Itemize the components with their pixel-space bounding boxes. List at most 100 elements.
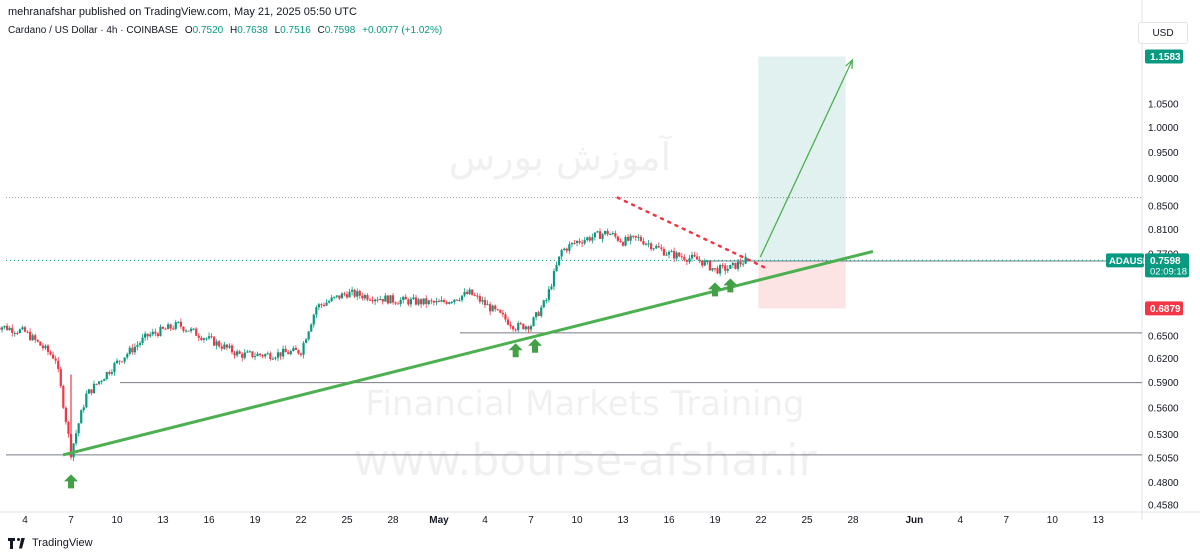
candle-body [338,295,341,299]
candle-body [489,304,492,312]
candle-body [210,336,213,338]
candle-body [376,299,379,301]
candle-body [386,295,389,304]
price-tick-label: 0.5600 [1148,403,1179,414]
candle-body [169,324,172,329]
candle-body [537,312,540,316]
currency-button[interactable]: USD [1138,22,1188,44]
candle-body [550,286,553,290]
candle-body [261,355,264,357]
candle-body [90,389,93,394]
candle-body [532,317,535,327]
candle-body [187,330,190,332]
candle-body [611,233,614,235]
candle-body [195,328,198,336]
candle-body [92,383,96,394]
candle-body [514,329,517,331]
symbol-legend: Cardano / US Dollar · 4h · COINBASE O0.7… [8,25,442,36]
candle-body [246,351,249,353]
candle-body [82,407,85,411]
candle-body [655,246,658,249]
candle-body [146,333,149,337]
candle-body [156,333,159,336]
candle-body [305,339,308,343]
candle-body [3,325,6,328]
candle-body [123,357,126,362]
candle-body [16,332,19,334]
candle-body [39,341,42,346]
candle-body [77,423,80,434]
candle-body [558,256,561,266]
time-tick-label: 7 [528,515,534,526]
candle-body [460,295,464,301]
candle-body [542,300,545,308]
candle-body [619,240,622,243]
candle-body [223,344,226,349]
price-tick-label: 0.5050 [1148,453,1179,464]
candle-body [555,265,558,272]
candle-body [522,323,525,330]
candle-body [205,338,208,340]
time-tick-label: 25 [801,515,813,526]
current-price-label: 0.7598 [1150,256,1181,267]
candle-body [481,300,484,302]
price-badge [1145,301,1183,316]
price-tick-label: 0.4580 [1148,501,1179,512]
candle-body [675,252,678,259]
candle-body [463,291,466,296]
candle-body [519,323,522,325]
candle-body [644,243,648,245]
time-tick-label: 7 [1004,515,1010,526]
candle-body [34,335,37,340]
candle-body [483,300,487,306]
candle-body [657,246,660,248]
candle-body [708,261,711,271]
candle-body [575,240,579,243]
close-label: C [317,25,325,36]
candle-body [422,298,425,305]
candle-body [670,251,673,253]
price-tick-label: 0.6200 [1148,354,1179,365]
candle-body [233,352,236,356]
candle-body [624,237,627,246]
candle-body [136,344,139,347]
candle-body [427,300,430,305]
candle-body [256,353,259,357]
time-tick-label: 7 [68,515,74,526]
candle-body [404,296,407,300]
candle-body [348,291,351,298]
candle-body [13,332,16,334]
tradingview-logo-icon [8,537,26,549]
candle-body [49,351,52,355]
candle-body [23,327,27,332]
candle-body [131,347,134,353]
candle-body [529,326,533,330]
time-tick-label: 4 [482,515,488,526]
candle-body [271,358,274,360]
candle-body [698,259,701,261]
price-tick-label: 0.5900 [1148,378,1179,389]
candle-body [437,301,441,303]
candle-body [402,296,405,300]
low-label: L [274,25,281,36]
candle-body [739,261,742,265]
candle-body [113,363,116,373]
price-tick-label: 0.9000 [1148,174,1179,185]
candle-body [243,352,246,358]
candle-body [159,326,162,336]
candle-body [276,352,280,358]
candle-body [315,307,318,315]
candle-body [374,299,377,302]
candle-body [335,295,338,297]
candle-body [274,357,277,359]
candle-body [598,231,602,239]
publisher-line: mehranafshar published on TradingView.co… [8,6,357,18]
candle-body [241,353,244,358]
candle-body [356,291,359,297]
candle-body [141,337,144,344]
candle-body [535,312,538,318]
candle-body [62,385,65,408]
symbol-badge [1106,253,1144,268]
candle-body [696,256,699,260]
